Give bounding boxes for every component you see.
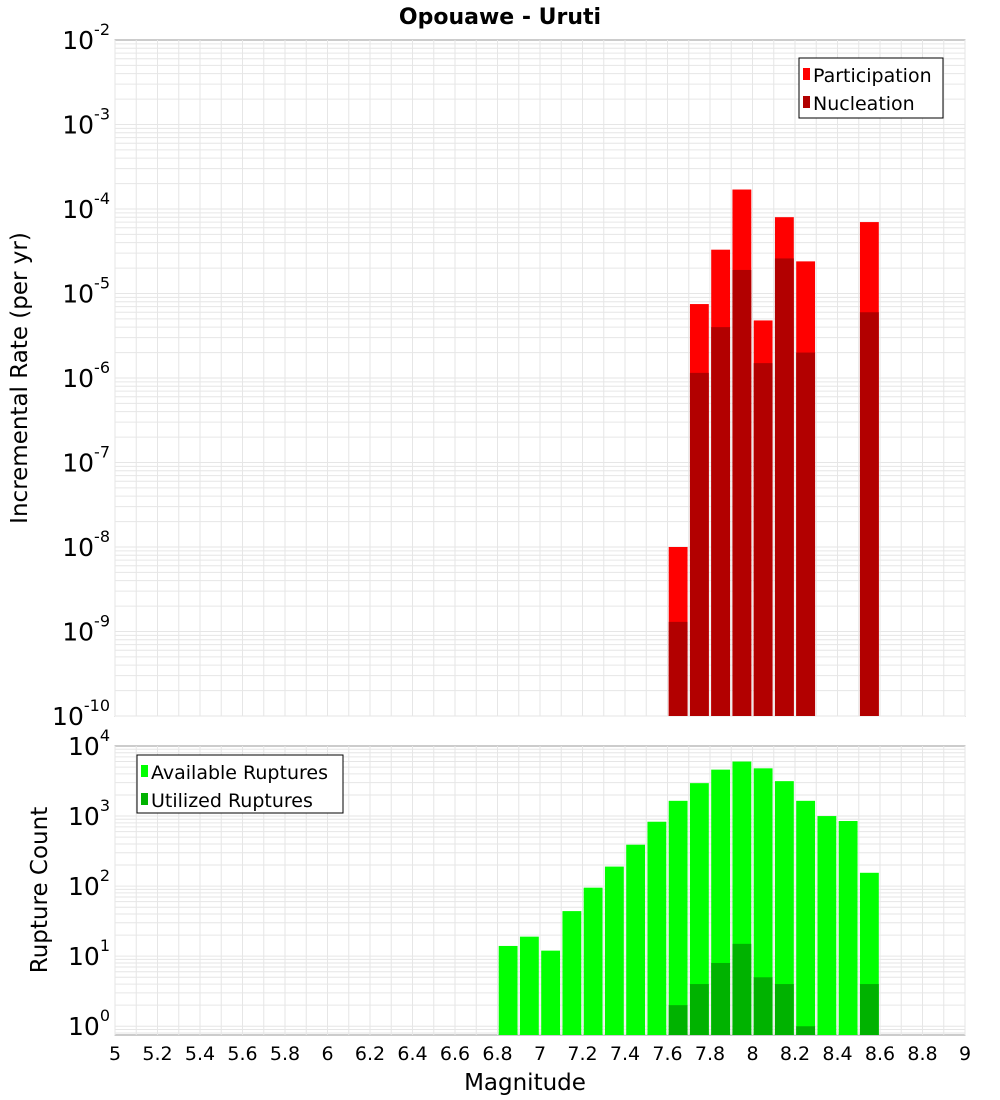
utilized-ruptures-bar	[732, 943, 752, 1035]
panel-1: 10-10 10-9 10-8 10-7 10-6 10-5 10-4 10-3 10-2 Inc…	[7, 20, 966, 731]
utilized-ruptures-bar	[668, 1005, 688, 1035]
x-tick-labels: 5 5.2 5.4 5.6 5.8 6 6.2 6.4 6.6 6.8 7 7.2 7.4 7.6 7.8 8…	[109, 1043, 971, 1065]
x-tick-label: 7.8	[695, 1043, 725, 1065]
y-tick-label: 10-9	[62, 612, 110, 647]
y-tick-labels: 100 101 102 103 104	[68, 726, 110, 1041]
legend-item-label: Available Ruptures	[151, 762, 328, 784]
legend-swatch	[141, 765, 148, 777]
available-ruptures-bar	[519, 936, 539, 1035]
nucleation-bar	[753, 363, 773, 716]
x-tick-label: 7	[534, 1043, 546, 1065]
available-ruptures-bar	[626, 844, 646, 1035]
legend-box	[136, 754, 344, 814]
legend-box	[798, 57, 944, 119]
legend-swatch	[803, 68, 810, 80]
x-tick-label: 5	[109, 1043, 121, 1065]
y-tick-label: 10-5	[62, 274, 110, 309]
x-tick-label: 9	[959, 1043, 971, 1065]
y-tick-label: 100	[68, 1006, 110, 1041]
legend: Participation Nucleation	[798, 57, 944, 119]
y-tick-labels: 10-10 10-9 10-8 10-7 10-6 10-5 10-4 10-3 10-2	[52, 20, 110, 731]
panel-2: 100 101 102 103 104 Rupture Count Available Ru…	[27, 726, 971, 1096]
available-ruptures-bar	[668, 800, 688, 1035]
bars	[668, 189, 879, 716]
x-tick-label: 8.2	[780, 1043, 810, 1065]
y-tick-label: 10-2	[62, 20, 110, 55]
nucleation-bar	[732, 269, 752, 716]
x-tick-label: 7.6	[652, 1043, 682, 1065]
y-tick-label: 10-10	[52, 696, 110, 731]
grid-lines	[114, 40, 966, 717]
nucleation-bar	[859, 312, 879, 716]
nucleation-bar	[774, 258, 794, 716]
x-tick-label: 6.2	[355, 1043, 385, 1065]
available-ruptures-bar	[647, 821, 667, 1035]
nucleation-bar	[711, 327, 731, 716]
available-ruptures-bar	[753, 768, 773, 1035]
bars	[498, 761, 879, 1035]
y-tick-label: 10-6	[62, 358, 110, 393]
y-tick-label: 103	[68, 796, 110, 831]
available-ruptures-bar	[562, 911, 582, 1035]
utilized-ruptures-bar	[753, 977, 773, 1035]
x-axis-label: Magnitude	[464, 1070, 586, 1096]
available-ruptures-bar	[541, 950, 561, 1035]
utilized-ruptures-bar	[774, 984, 794, 1035]
x-tick-label: 7.4	[610, 1043, 640, 1065]
legend-swatch	[803, 96, 810, 108]
legend-swatch	[141, 793, 148, 805]
utilized-ruptures-bar	[711, 962, 731, 1035]
available-ruptures-bar	[583, 887, 603, 1035]
available-ruptures-bar	[498, 945, 518, 1035]
x-tick-label: 6.8	[482, 1043, 512, 1065]
y-tick-label: 10-7	[62, 443, 110, 478]
available-ruptures-bar	[774, 781, 794, 1035]
x-tick-label: 6	[321, 1043, 333, 1065]
legend-item-label: Utilized Ruptures	[151, 790, 313, 812]
x-tick-label: 5.4	[185, 1043, 215, 1065]
y-tick-label: 101	[68, 936, 110, 971]
available-ruptures-bar	[689, 783, 709, 1035]
available-ruptures-bar	[817, 816, 837, 1035]
utilized-ruptures-bar	[689, 984, 709, 1035]
x-tick-label: 8	[746, 1043, 758, 1065]
y-axis-label: Incremental Rate (per yr)	[7, 232, 33, 524]
y-tick-label: 10-3	[62, 105, 110, 140]
legend-item-label: Nucleation	[813, 93, 915, 115]
x-tick-label: 5.2	[142, 1043, 172, 1065]
available-ruptures-bar	[796, 800, 816, 1035]
chart-title: Opouawe - Uruti	[399, 5, 601, 30]
y-axis-label: Rupture Count	[27, 807, 53, 973]
available-ruptures-bar	[604, 866, 624, 1035]
nucleation-bar	[668, 621, 688, 716]
utilized-ruptures-bar	[859, 984, 879, 1035]
x-tick-label: 5.8	[270, 1043, 300, 1065]
y-tick-label: 102	[68, 866, 110, 901]
nucleation-bar	[689, 372, 709, 716]
x-tick-label: 6.6	[440, 1043, 470, 1065]
x-tick-label: 8.6	[865, 1043, 895, 1065]
available-ruptures-bar	[838, 821, 858, 1035]
legend-item-label: Participation	[813, 65, 932, 87]
utilized-ruptures-bar	[796, 1026, 816, 1035]
x-tick-label: 8.4	[822, 1043, 852, 1065]
nucleation-bar	[796, 352, 816, 716]
x-tick-label: 5.6	[227, 1043, 257, 1065]
y-tick-label: 10-4	[62, 189, 110, 224]
x-tick-label: 6.4	[397, 1043, 427, 1065]
legend: Available Ruptures Utilized Ruptures	[136, 754, 344, 814]
y-tick-label: 10-8	[62, 527, 110, 562]
x-tick-label: 7.2	[567, 1043, 597, 1065]
x-tick-label: 8.8	[907, 1043, 937, 1065]
y-tick-label: 104	[68, 726, 110, 761]
